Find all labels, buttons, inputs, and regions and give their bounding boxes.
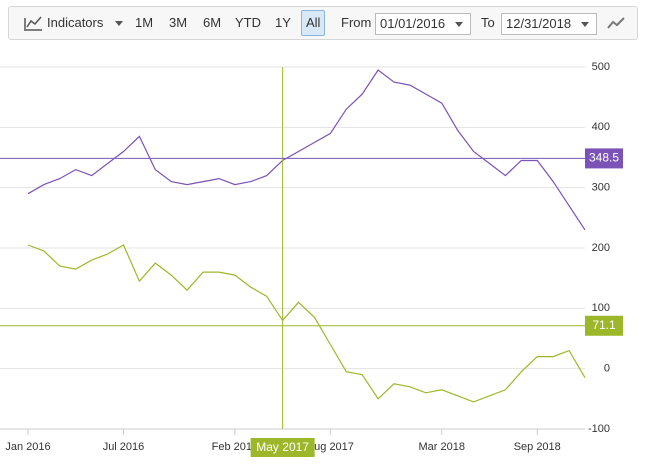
- crosshair-y-label-bg: [585, 315, 623, 336]
- range-button[interactable]: 1Y: [275, 15, 291, 30]
- y-tick-label: 0: [604, 363, 610, 375]
- y-tick-label: 400: [592, 121, 610, 133]
- x-tick-label: Mar 2018: [419, 441, 465, 453]
- crosshair-y-label: 71.1: [592, 318, 616, 332]
- crosshair-x-label: May 2017: [256, 440, 309, 454]
- y-tick-label: 500: [592, 61, 610, 73]
- series-line: [27, 69, 586, 231]
- y-tick-label: 100: [592, 302, 610, 314]
- x-tick-label: Aug 2017: [307, 441, 354, 453]
- to-date[interactable]: 12/31/2018: [501, 13, 597, 35]
- crosshair-y-label-bg: [585, 148, 623, 169]
- from-date[interactable]: 01/01/2016: [375, 13, 471, 35]
- crosshair-x-label-bg: [250, 438, 315, 457]
- toolbar: Indicators 1M 3M 6M YTD 1Y All From 01/01/201…: [8, 6, 638, 40]
- y-tick-label: -100: [588, 423, 610, 435]
- range-button[interactable]: 6M: [203, 15, 222, 30]
- x-tick-label: Sep 2018: [514, 441, 561, 453]
- series-line: [27, 244, 586, 403]
- range-button[interactable]: 3M: [169, 15, 188, 30]
- dropdown-arrow: [581, 22, 589, 27]
- x-tick-label: Feb 2017: [212, 441, 258, 453]
- dropdown-arrow: [115, 21, 123, 26]
- range-button[interactable]: 1M: [135, 15, 154, 30]
- range-button[interactable]: YTD: [235, 15, 261, 30]
- range-button[interactable]: All: [301, 10, 326, 36]
- dropdown-arrow: [455, 22, 463, 27]
- y-tick-label: 300: [592, 182, 610, 194]
- x-tick-label: Jul 2016: [103, 441, 145, 453]
- indicators-icon: [24, 16, 42, 31]
- to-label: To: [481, 15, 495, 30]
- y-tick-label: 200: [592, 242, 610, 254]
- from-label: From: [341, 15, 372, 30]
- indicators[interactable]: Indicators: [47, 15, 104, 30]
- crosshair-y-label: 348.5: [589, 151, 619, 165]
- x-tick-label: Jan 2016: [5, 441, 50, 453]
- chart-type-icon[interactable]: [607, 16, 625, 30]
